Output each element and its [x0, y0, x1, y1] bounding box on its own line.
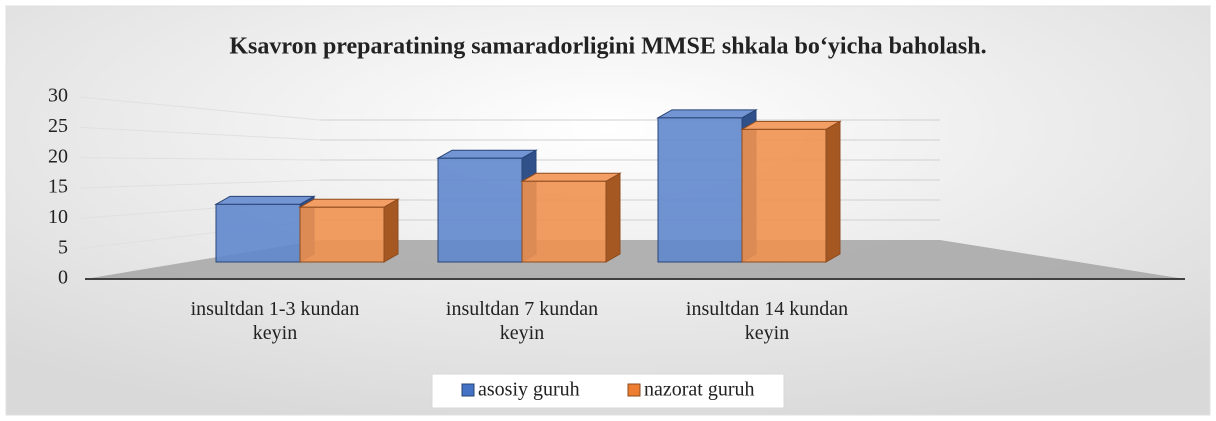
bar: [215, 203, 301, 263]
x-tick-label: insultdan 7 kundan keyin: [445, 298, 599, 344]
grid-line: [79, 157, 321, 161]
y-tick-label: 0: [58, 267, 68, 289]
grid-line: [79, 179, 321, 189]
bar-top: [436, 149, 538, 159]
grid-line: [79, 96, 321, 121]
bar-side: [605, 172, 621, 263]
bar-top: [298, 198, 400, 208]
y-tick-label: 25: [48, 115, 68, 137]
legend-label: nazorat guruh: [644, 379, 755, 401]
bar-top: [214, 195, 316, 205]
y-tick-label: 15: [48, 176, 68, 198]
y-tick-label: 20: [48, 145, 68, 167]
legend-box: [431, 373, 785, 409]
x-tick-label: insultdan 14 kundan keyin: [685, 298, 849, 344]
grid-line: [79, 126, 321, 141]
y-tick-label: 10: [48, 206, 68, 228]
legend-swatch: [627, 383, 641, 397]
bar-top: [520, 172, 622, 182]
bar: [741, 128, 827, 263]
bar-top: [740, 120, 842, 130]
x-tick-label: insultdan 1-3 kundan keyin: [190, 298, 360, 344]
legend-swatch: [461, 383, 475, 397]
bar: [521, 180, 607, 263]
bar: [437, 157, 523, 263]
bar-side: [825, 120, 841, 263]
bar-top: [656, 109, 758, 119]
chart-title: Ksavron preparatining samaradorligini MM…: [229, 34, 986, 60]
bar: [657, 117, 743, 263]
bar-side: [383, 198, 399, 263]
y-tick-label: 5: [58, 236, 68, 258]
bar: [299, 206, 385, 263]
legend-label: asosiy guruh: [478, 379, 580, 401]
y-tick-label: 30: [48, 85, 68, 107]
